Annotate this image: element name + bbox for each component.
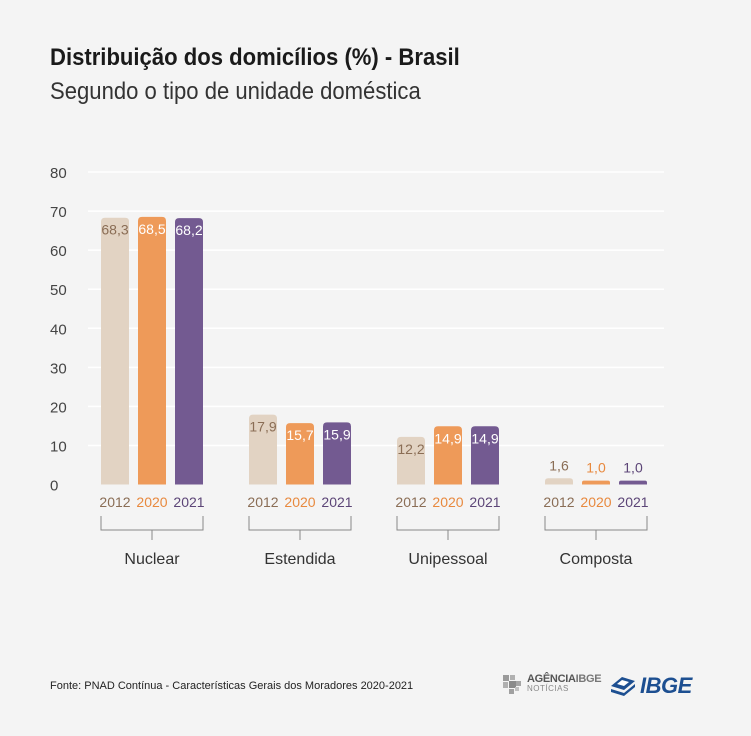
category-bracket [100,516,204,531]
y-tick-label: 20 [50,399,67,416]
series-year-label: 2021 [173,494,204,510]
data-label: 17,9 [249,419,276,435]
y-tick-label: 30 [50,360,67,377]
bar-2020 [138,216,166,485]
data-label: 68,2 [175,222,202,238]
bar-2021 [471,426,499,485]
bar-2021 [619,480,647,485]
y-tick-label: 0 [50,478,58,495]
chart-subtitle: Segundo o tipo de unidade doméstica [50,78,421,105]
series-year-label: 2012 [395,494,426,510]
bar-2020 [434,426,462,485]
data-label: 15,9 [323,426,350,442]
agencia-ibge-logo: AGÊNCIAIBGE NOTÍCIAS [501,673,602,695]
bar-2020 [582,480,610,485]
y-tick-label: 10 [50,438,67,455]
data-label: 12,2 [397,441,424,457]
chart-title: Distribuição dos domicílios (%) - Brasil [50,44,460,71]
bar-2012 [249,414,277,485]
category-label: Composta [560,551,633,568]
series-year-label: 2020 [580,494,611,510]
category-bracket [396,516,500,531]
category-bracket [248,516,352,531]
data-label: 68,5 [138,221,165,237]
category-bracket [544,516,648,531]
data-label: 68,3 [101,222,128,238]
bar-2012 [101,217,129,485]
series-year-label: 2020 [136,494,167,510]
ibge-logo-icon [611,677,635,696]
data-label: 1,6 [549,457,569,473]
category-label: Unipessoal [408,551,487,568]
bar-2020 [286,423,314,485]
bar-2012 [545,478,573,485]
bar-chart: 0 10 20 30 40 50 60 70 80 68,3 2012 68,5 2020 68,2 202… [50,165,664,568]
y-tick-label: 70 [50,204,67,221]
ibge-logo: IBGE [609,674,692,698]
data-label: 14,9 [434,430,461,446]
series-year-label: 2020 [432,494,463,510]
category-label: Nuclear [124,551,180,568]
y-tick-label: 80 [50,165,67,182]
y-tick-label: 50 [50,282,67,299]
agencia-noticias-label: NOTÍCIAS [527,684,569,693]
bar-2021 [175,218,203,485]
data-label: 1,0 [623,460,643,476]
data-label: 14,9 [471,430,498,446]
bar-2012 [397,436,425,485]
agencia-ibge-map-icon [501,673,523,695]
agencia-ibge-wordmark: AGÊNCIAIBGE [527,673,602,685]
series-year-label: 2021 [617,494,648,510]
y-tick-label: 60 [50,243,67,260]
data-label: 15,7 [286,427,313,443]
source-note: Fonte: PNAD Contínua - Características G… [50,680,414,692]
series-year-label: 2021 [321,494,352,510]
series-year-label: 2012 [99,494,130,510]
y-tick-label: 40 [50,321,67,338]
data-label: 1,0 [586,460,606,476]
series-year-label: 2021 [469,494,500,510]
category-label: Estendida [264,551,335,568]
series-year-label: 2012 [247,494,278,510]
series-year-label: 2012 [543,494,574,510]
bar-2021 [323,422,351,485]
series-year-label: 2020 [284,494,315,510]
ibge-wordmark: IBGE [640,673,692,698]
